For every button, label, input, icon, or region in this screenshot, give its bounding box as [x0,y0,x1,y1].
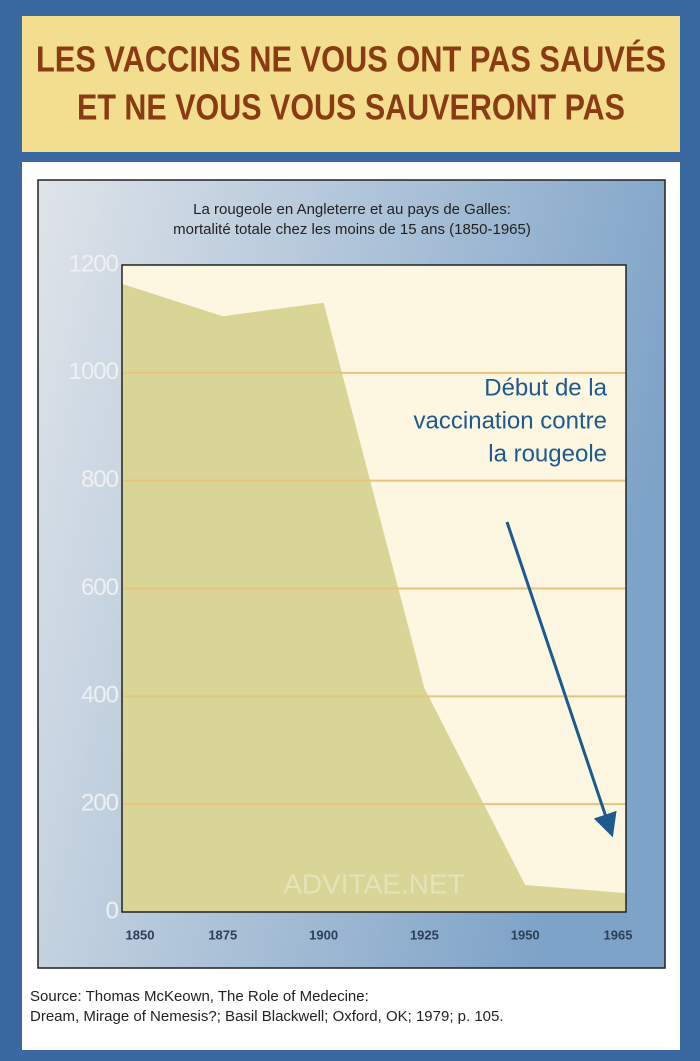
y-tick-label: 1000 [69,358,119,385]
annotation: vaccination contre [414,407,607,434]
y-tick-label: 400 [81,682,119,709]
y-tick-label: 800 [81,466,119,493]
area [122,283,626,912]
arrow [505,521,617,838]
banner [22,16,680,152]
source-line: Source: Thomas McKeown, The Role of Mede… [30,988,369,1005]
banner-line: ET NE VOUS VOUS SAUVERONT PAS [77,87,625,128]
source-line: Dream, Mirage of Nemesis?; Basil Blackwe… [30,1008,504,1025]
x-tick-label: 1950 [511,927,540,942]
x-tick-label: 1965 [604,927,633,942]
y-tick-label: 600 [81,574,119,601]
watermark: ADVITAE.NET [283,868,465,899]
y-tick-label: 200 [81,790,119,817]
x-tick-label: 1850 [126,927,155,942]
annotation: la rougeole [488,440,607,467]
chart-title: La rougeole en Angleterre et au pays de … [193,201,511,218]
x-tick-label: 1925 [410,927,439,942]
x-tick-label: 1900 [309,927,338,942]
y-tick-label: 0 [106,897,119,924]
chart-subtitle: mortalité totale chez les moins de 15 an… [173,221,531,238]
plot-border [121,264,627,913]
y-tick-label: 1200 [69,250,119,277]
plot [122,283,626,912]
x-tick-label: 1875 [208,927,237,942]
banner-line: LES VACCINS NE VOUS ONT PAS SAUVÉS [36,39,666,80]
annotation: Début de la [484,374,607,401]
